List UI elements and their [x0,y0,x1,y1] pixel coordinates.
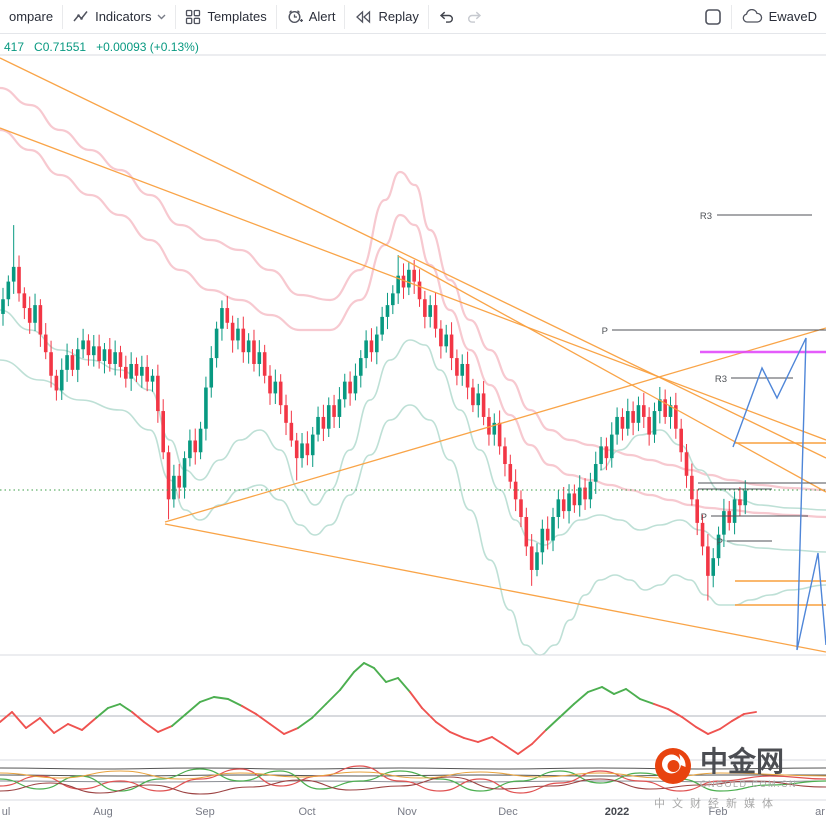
undo-arrow-icon [438,9,455,24]
time-axis: ul Aug Sep Oct Nov Dec 2022 Feb ar [2,806,826,818]
oscillator-layer [0,662,826,755]
ewave-button-label: EwaveD [768,9,817,24]
replay-button-label: Replay [378,9,419,24]
trendlines-layer [0,57,826,653]
redo-arrow-icon [466,9,483,24]
chevron-down-icon [157,14,166,20]
svg-text:Nov: Nov [397,806,417,818]
svg-text:Dec: Dec [498,806,518,818]
toolbar-separator [344,4,346,29]
svg-text:R3: R3 [715,374,727,385]
selection-box-button[interactable] [695,0,731,33]
watermark-domain: CNGOLD.COM.CN [700,779,798,789]
alert-button-label: Alert [308,9,336,24]
toolbar-right-group: EwaveD [695,0,826,33]
svg-text:ar: ar [815,806,825,818]
alert-button[interactable]: Alert [277,0,345,33]
indicators-icon [72,8,89,25]
toolbar-separator [427,4,429,29]
compare-button[interactable]: ompare [0,0,62,33]
svg-text:2022: 2022 [605,806,629,818]
pink-envelope-layer [0,86,826,519]
legend-open-partial: 417 [4,40,25,54]
redo-button[interactable] [464,0,492,33]
legend-change-value: +0.00093 (+0.13%) [96,40,199,54]
svg-text:ul: ul [2,806,11,818]
candles-layer [1,225,748,601]
legend-close-value: C0.71551 [34,40,87,54]
svg-text:P: P [602,326,608,337]
cngold-logo-icon [654,747,692,790]
alert-clock-icon [286,8,303,25]
svg-text:Sep: Sep [195,806,215,818]
orange-levels-layer [735,442,826,606]
pivot-levels-layer: R3 P R3 P P [602,211,826,548]
toolbar-separator [275,4,277,29]
replay-rewind-icon [354,10,372,24]
panel-separators [0,54,826,801]
undo-button[interactable] [429,0,464,33]
symbol-legend[interactable]: 417 C0.71551 +0.00093 (+0.13%) [4,40,199,54]
square-outline-icon [704,8,722,26]
compare-button-label: ompare [9,9,54,24]
ewave-button[interactable]: EwaveD [732,0,826,33]
indicators-button[interactable]: Indicators [63,0,175,33]
svg-text:Oct: Oct [298,806,315,818]
svg-text:Aug: Aug [93,806,113,818]
teal-envelope-layer [0,309,826,656]
toolbar-separator [62,4,64,29]
elliott-wave-line [732,337,826,651]
svg-text:R3: R3 [700,211,712,222]
toolbar-separator [730,4,732,29]
templates-grid-icon [185,9,201,25]
watermark-brand: 中金网 [700,746,785,777]
indicators-button-label: Indicators [95,9,152,24]
templates-button-label: Templates [207,9,267,24]
chart-toolbar: ompare Indicators Templates Alert [0,0,826,34]
watermark-tagline: 中文财经新媒体 [654,798,780,810]
watermark-text-block: 中金网 CNGOLD.COM.CN [700,746,798,790]
site-watermark: 中金网 CNGOLD.COM.CN 中文财经新媒体 [654,747,797,811]
svg-text:Feb: Feb [709,806,728,818]
templates-button[interactable]: Templates [176,0,275,33]
replay-button[interactable]: Replay [345,0,427,33]
svg-text:P: P [701,512,707,523]
toolbar-separator [175,4,177,29]
svg-text:P: P [717,537,723,548]
watermark-top-row: 中金网 CNGOLD.COM.CN [654,747,797,790]
cloud-icon [741,9,763,24]
